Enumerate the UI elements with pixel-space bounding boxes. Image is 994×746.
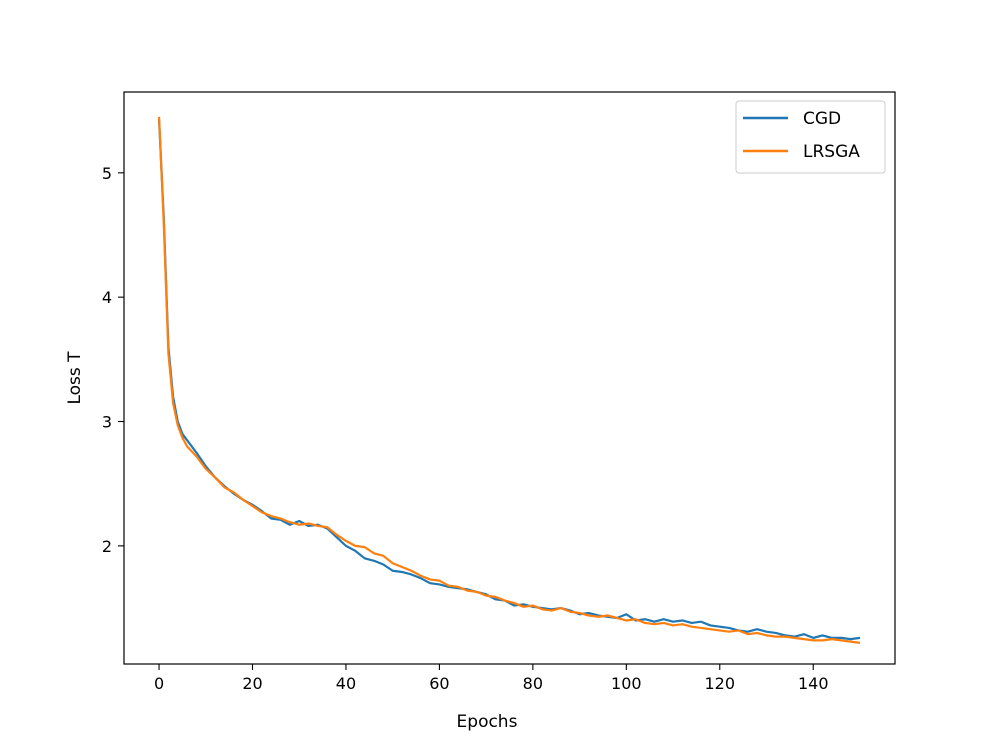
y-axis: 2 3 4 5 — [102, 164, 124, 556]
y-tick-label: 5 — [102, 164, 112, 183]
plot-frame — [123, 91, 896, 665]
legend-label-cgd: CGD — [803, 109, 841, 129]
x-tick-label: 120 — [704, 674, 735, 693]
legend-label-lrsga: LRSGA — [803, 142, 860, 162]
y-tick-label: 3 — [102, 413, 112, 432]
x-tick-label: 80 — [523, 674, 543, 693]
y-axis-label: Loss T — [65, 351, 85, 405]
x-axis-label: Epochs — [457, 712, 518, 732]
series-layer — [157, 116, 861, 644]
series-line-lrsga — [157, 116, 861, 644]
x-tick-label: 0 — [154, 674, 164, 693]
x-tick-label: 60 — [429, 674, 449, 693]
x-tick-label: 40 — [336, 674, 356, 693]
legend: CGD LRSGA — [735, 100, 886, 174]
x-tick-label: 100 — [611, 674, 642, 693]
x-tick-label: 140 — [798, 674, 829, 693]
y-tick-label: 4 — [102, 288, 112, 307]
y-tick-label: 2 — [102, 537, 112, 556]
x-tick-label: 20 — [242, 674, 262, 693]
x-axis: 0 20 40 60 80 100 120 140 — [154, 664, 829, 693]
